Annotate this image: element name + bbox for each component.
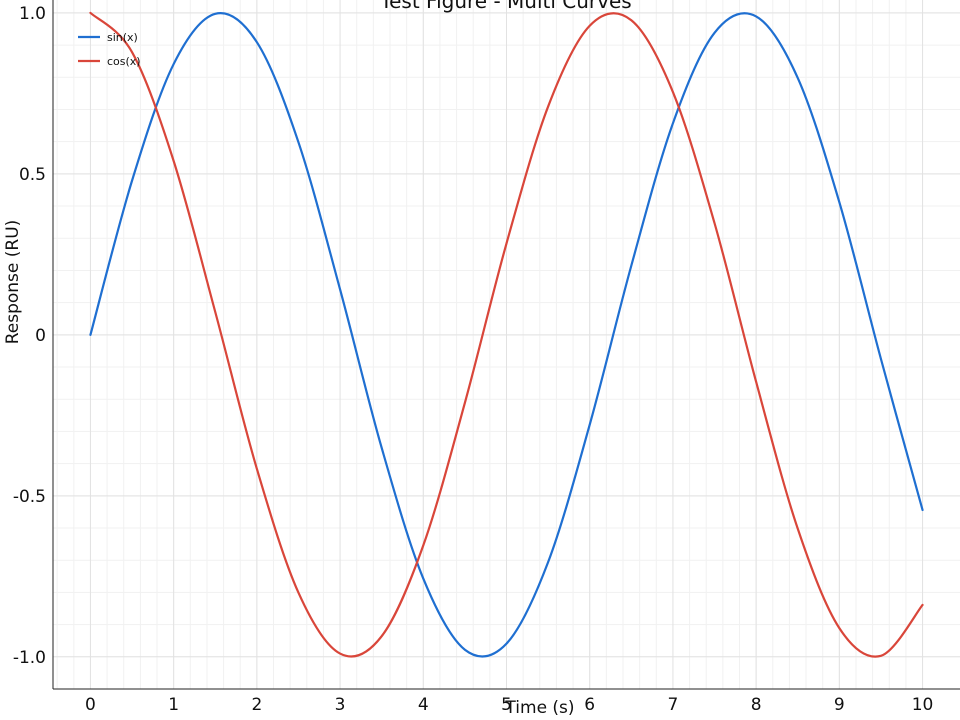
x-tick-label: 4	[418, 695, 429, 715]
x-tick-label: 2	[251, 695, 262, 715]
x-tick-label: 1	[168, 695, 179, 715]
axes	[52, 0, 960, 690]
x-tick-labels: 0 1 2 3 4 5 6 7 8 9 10	[85, 695, 933, 715]
y-tick-label: 1.0	[19, 4, 46, 24]
legend-label-sin-x: sin(x)	[107, 31, 138, 44]
chart-title: Test Figure - Multi Curves	[379, 0, 631, 13]
y-tick-label: 0.5	[19, 165, 46, 185]
y-tick-label: -0.5	[13, 487, 46, 507]
series-line-cos-x	[89, 11, 924, 658]
x-tick-label: 0	[85, 695, 96, 715]
legend: sin(x) cos(x)	[78, 31, 141, 68]
x-axis-title: Time (s)	[504, 698, 574, 718]
grid-major	[53, 0, 960, 689]
x-tick-label: 7	[668, 695, 679, 715]
x-tick-label: 9	[834, 695, 845, 715]
x-tick-label: 3	[335, 695, 346, 715]
y-tick-labels: 1.0 0.5 0 -0.5 -1.0	[13, 4, 46, 668]
x-tick-label: 6	[584, 695, 595, 715]
series-line-sin-x	[89, 12, 924, 658]
x-tick-label: 8	[751, 695, 762, 715]
series-layer	[89, 11, 924, 658]
y-tick-label: -1.0	[13, 648, 46, 668]
legend-label-cos-x: cos(x)	[107, 55, 141, 68]
x-tick-label: 5	[501, 695, 512, 715]
x-tick-label: 10	[912, 695, 934, 715]
y-axis-title: Response (RU)	[3, 220, 23, 345]
y-tick-label: 0	[35, 326, 46, 346]
